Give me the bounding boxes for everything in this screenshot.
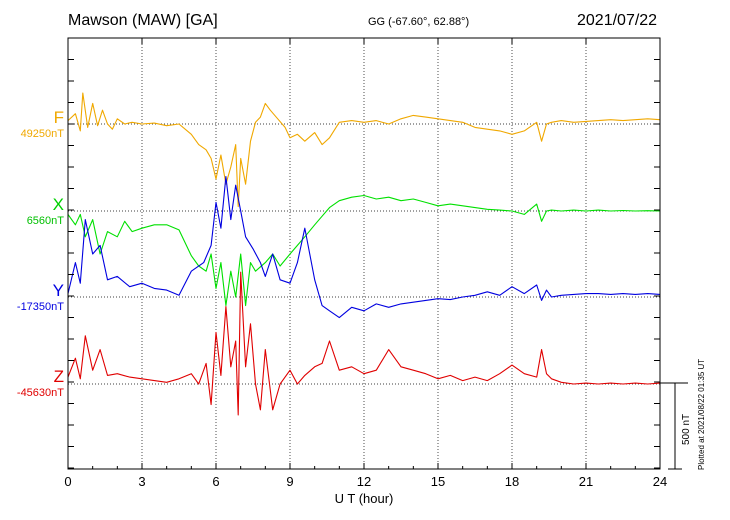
component-letter: Z: [53, 367, 64, 386]
component-letter: F: [53, 108, 64, 127]
x-tick-label: 6: [212, 474, 219, 489]
plotted-timestamp: Plotted at 2021/08/22 01:35 UT: [697, 358, 706, 470]
coordinates-label: GG (-67.60°, 62.88°): [368, 16, 470, 28]
scale-bar: [660, 382, 688, 470]
component-label-z: Z -45630nT: [2, 367, 64, 399]
series-line-x: [67, 194, 661, 307]
series-line-y: [67, 176, 661, 319]
x-tick-label: 21: [579, 474, 593, 489]
baseline-value: -17350nT: [16, 301, 64, 313]
x-tick-label: 18: [505, 474, 519, 489]
component-letter: Y: [52, 281, 64, 300]
tick-layer: 0 3 6 9 12 15 18 21 24: [64, 38, 667, 489]
baseline-value: -45630nT: [16, 387, 64, 399]
x-tick-label: 24: [653, 474, 667, 489]
x-tick-label: 0: [64, 474, 71, 489]
x-tick-label: 15: [431, 474, 445, 489]
x-tick-label: 9: [286, 474, 293, 489]
series-line-z: [67, 271, 661, 416]
baseline-value: 6560nT: [26, 215, 64, 227]
scale-bar-label: 500 nT: [681, 413, 692, 445]
grid-layer: [68, 38, 660, 469]
series-layer: [67, 92, 661, 416]
x-tick-label: 12: [357, 474, 371, 489]
series-line-f: [67, 92, 661, 208]
station-title: Mawson (MAW) [GA]: [68, 12, 218, 29]
component-letter: X: [52, 195, 64, 214]
x-axis-label: U T (hour): [335, 491, 394, 506]
date-label: 2021/07/22: [577, 12, 658, 29]
baseline-value: 49250nT: [20, 128, 64, 140]
component-label-y: Y -17350nT: [2, 281, 64, 313]
component-label-f: F 49250nT: [2, 108, 64, 140]
x-tick-label: 3: [138, 474, 145, 489]
component-label-x: X 6560nT: [2, 195, 64, 227]
